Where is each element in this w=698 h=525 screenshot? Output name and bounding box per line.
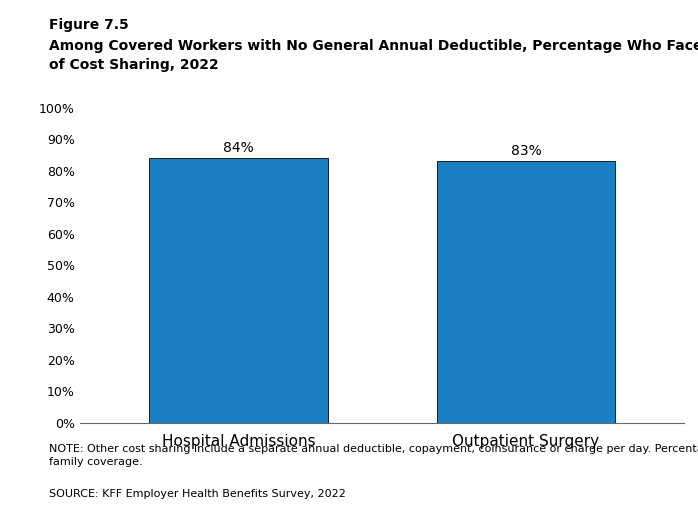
Text: Among Covered Workers with No General Annual Deductible, Percentage Who Face Oth: Among Covered Workers with No General An… xyxy=(49,39,698,72)
Bar xyxy=(149,158,327,423)
Text: 83%: 83% xyxy=(510,144,541,158)
Text: Figure 7.5: Figure 7.5 xyxy=(49,18,128,33)
Bar xyxy=(437,161,615,423)
Text: SOURCE: KFF Employer Health Benefits Survey, 2022: SOURCE: KFF Employer Health Benefits Sur… xyxy=(49,489,346,499)
Text: NOTE: Other cost sharing include a separate annual deductible, copayment, coinsu: NOTE: Other cost sharing include a separ… xyxy=(49,444,698,467)
Text: 84%: 84% xyxy=(223,141,254,155)
